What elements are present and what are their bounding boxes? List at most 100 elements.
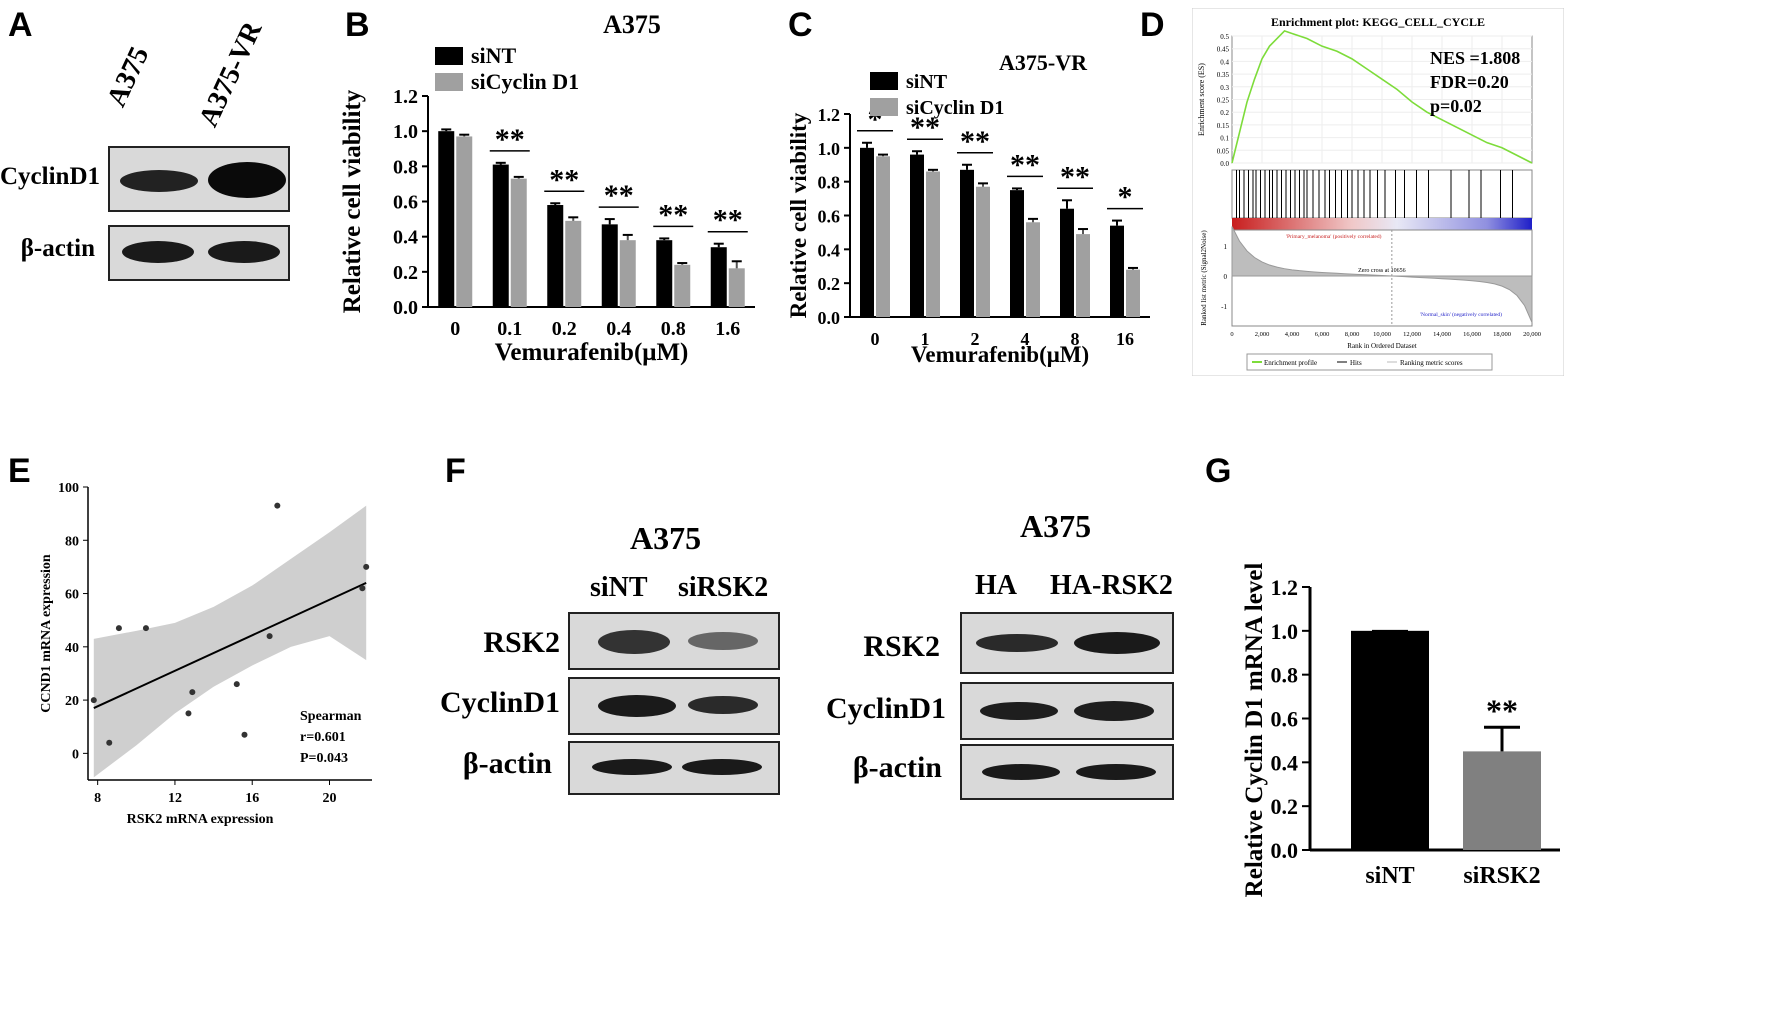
legend-swatch: [435, 47, 463, 65]
blot-f-right-rsk2: [960, 612, 1174, 674]
y-tick-label: 40: [65, 641, 79, 656]
y-tick-label: 0.5: [1220, 33, 1229, 41]
x-axis-label: Rank in Ordered Dataset: [1347, 342, 1416, 350]
legend-box: [1246, 353, 1493, 371]
metric-y-label: Ranked list metric (Signal2Noise): [1200, 230, 1208, 326]
panel-label-a: A: [8, 6, 33, 44]
x-axis-label: Vemurafenib(μM): [911, 342, 1089, 367]
band: [120, 170, 198, 192]
x-tick-label: 12,000: [1403, 331, 1421, 338]
x-tick-label: 18,000: [1493, 331, 1511, 338]
scatter-point: [90, 697, 97, 704]
blot-f-left-actin: [568, 741, 780, 795]
bar: [619, 240, 636, 307]
significance-marker: **: [1010, 148, 1040, 181]
y-tick-label: 0.4: [818, 240, 841, 260]
bar: [710, 247, 727, 307]
scatter-point: [363, 563, 370, 570]
x-tick-label: 0: [871, 329, 880, 349]
x-tick-label: 4,000: [1285, 331, 1300, 338]
legend-swatch: [870, 98, 898, 116]
panel-label-g: G: [1205, 452, 1232, 490]
significance-marker: **: [495, 123, 525, 156]
significance-marker: **: [960, 125, 990, 158]
bar: [656, 240, 673, 307]
chart-title: A375-VR: [999, 50, 1088, 75]
blot-f-left-rsk2: [568, 612, 780, 670]
blot-f-left-row-1: RSK2: [483, 626, 560, 659]
panel-c-bar-chart: 0.0 0.2 0.4 0.6 0.8 1.0 1.2 Relative cell viabi…: [786, 50, 1150, 367]
x-tick-label: 1.6: [715, 318, 740, 340]
y-tick-label: 1.2: [818, 105, 841, 125]
x-tick-label: 12: [168, 791, 182, 806]
x-tick-label: 0.2: [552, 318, 577, 340]
band: [688, 632, 758, 650]
blot-a-row-label-1: CyclinD1: [0, 163, 100, 190]
y-tick-label: 0.0: [1220, 160, 1229, 168]
blot-a-lane-label-2: A375-VR: [192, 16, 269, 132]
x-tick-label: 1: [921, 329, 930, 349]
blot-f-right-row-3: β-actin: [852, 751, 942, 784]
x-axis-label: RSK2 mRNA expression: [127, 812, 274, 827]
bar: [860, 147, 874, 317]
band: [122, 241, 194, 263]
y-tick-label: 0.4: [393, 227, 418, 249]
legend-label: siCyclin D1: [906, 97, 1004, 119]
y-tick-label: 0.4: [1220, 58, 1229, 66]
significance-marker: **: [549, 163, 579, 196]
band: [598, 630, 670, 654]
blot-a-cyclind1-box: [108, 146, 290, 212]
bar: [910, 154, 924, 317]
y-tick-label: 0.2: [818, 274, 841, 294]
bar: [1351, 630, 1429, 850]
y-axis-label: Relative cell viability: [786, 112, 811, 318]
x-tick-label: 20: [322, 791, 336, 806]
x-tick-label: 16: [1116, 329, 1134, 349]
neg-label: 'Normal_skin' (negatively correlated): [1420, 311, 1502, 318]
y-tick-label: 0.0: [1271, 838, 1299, 863]
y-tick-label: 0: [72, 747, 79, 762]
correlation-stat: Spearman: [300, 709, 362, 724]
band: [1074, 632, 1160, 654]
ranking-metric-area: [1231, 226, 1533, 323]
panel-label-b: B: [345, 6, 370, 44]
y-tick-label: 0.6: [818, 207, 841, 227]
band: [592, 759, 672, 775]
blot-f-right-actin: [960, 744, 1174, 800]
correlation-stat: P=0.043: [300, 751, 348, 766]
significance-marker: **: [604, 179, 634, 212]
significance-marker: **: [910, 111, 940, 144]
blot-f-left-lane-1: siNT: [590, 572, 648, 603]
band: [1074, 701, 1154, 721]
x-tick-label: 6,000: [1315, 331, 1330, 338]
zero-cross-label: Zero cross at 10656: [1358, 268, 1406, 274]
legend-label: siNT: [906, 71, 948, 93]
bar: [510, 178, 527, 307]
enrichment-profile-line: [1231, 30, 1533, 164]
scatter-point: [185, 710, 192, 717]
band: [976, 634, 1058, 652]
bar: [728, 268, 745, 307]
y-tick-label: 0.0: [393, 297, 418, 319]
significance-marker: **: [1060, 160, 1090, 193]
bar: [926, 171, 940, 317]
x-tick-label: 0.4: [606, 318, 631, 340]
bar: [1110, 225, 1124, 317]
legend-swatch: [870, 72, 898, 90]
bar: [1060, 208, 1074, 317]
bar: [1010, 190, 1024, 317]
y-tick-label: 0.6: [393, 192, 418, 214]
band: [982, 764, 1060, 780]
bar: [565, 220, 582, 307]
x-tick-label: 8,000: [1345, 331, 1360, 338]
panel-b-bar-chart: 0.0 0.2 0.4 0.6 0.8 1.0 1.2 Relative cell viabi…: [339, 10, 755, 366]
y-tick-label: 0.6: [1271, 707, 1299, 732]
y-tick-label: 80: [65, 534, 79, 549]
scatter-point: [142, 625, 149, 632]
band: [208, 162, 286, 198]
gsea-stat: p=0.02: [1430, 96, 1482, 116]
scatter-point: [233, 681, 240, 688]
blot-f-left-cyclind1: [568, 677, 780, 735]
y-tick-label: 0.35: [1217, 71, 1230, 79]
